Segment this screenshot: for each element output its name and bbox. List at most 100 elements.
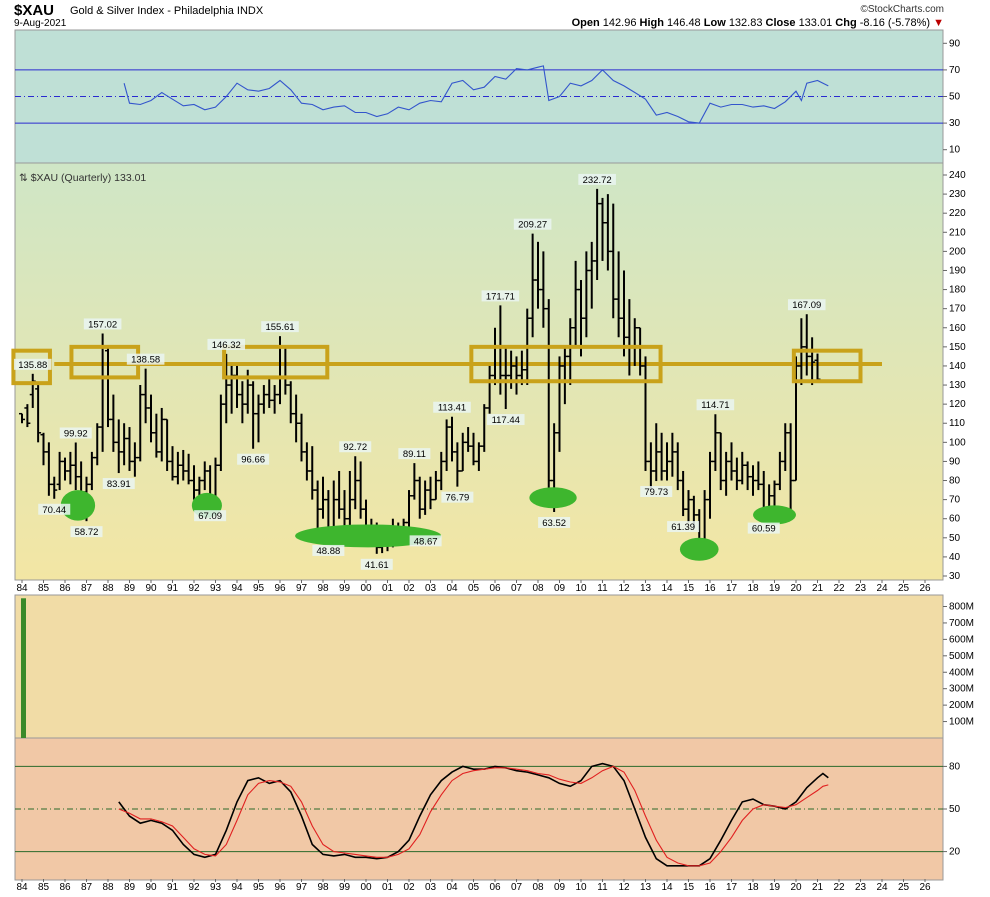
open-label: Open xyxy=(571,17,600,29)
price-x-axis-tick-label: 07 xyxy=(511,583,523,594)
price-x-axis-tick-label: 91 xyxy=(167,583,179,594)
price-tick-label: 40 xyxy=(949,552,961,563)
price-x-axis-tick-label: 94 xyxy=(231,583,243,594)
price-x-axis-tick-label: 99 xyxy=(339,583,351,594)
price-value-label-bg xyxy=(433,401,471,413)
price-tick-label: 70 xyxy=(949,495,961,506)
stochastic-x-axis-tick-label: 16 xyxy=(704,882,716,893)
stochastic-tick-label: 50 xyxy=(949,804,961,815)
high-value: 146.48 xyxy=(667,17,701,29)
price-x-axis-tick-label: 03 xyxy=(425,583,437,594)
price-x-axis-tick-label: 90 xyxy=(145,583,157,594)
rsi-tick-label: 70 xyxy=(949,65,961,76)
price-value-label-bg xyxy=(398,448,431,460)
resistance-box xyxy=(469,344,663,384)
price-value-label-bg xyxy=(481,290,520,302)
price-value-label: 79.73 xyxy=(644,487,668,498)
price-x-axis-tick-label: 84 xyxy=(16,583,28,594)
stochastic-x-axis-tick-label: 11 xyxy=(597,882,608,893)
price-value-label: 135.88 xyxy=(18,360,47,371)
stochastic-x-axis-tick-label: 84 xyxy=(16,882,28,893)
price-value-label: 113.41 xyxy=(438,403,466,414)
low-value: 132.83 xyxy=(728,17,763,29)
price-value-label-bg xyxy=(667,521,700,533)
stochastic-x-axis-tick-label: 23 xyxy=(855,882,867,893)
resistance-box xyxy=(791,348,863,384)
price-value-label: 48.88 xyxy=(316,546,340,557)
chart-date: 9-Aug-2021 xyxy=(14,18,67,29)
stochastic-x-axis-tick-label: 07 xyxy=(511,882,523,893)
stochastic-k-line xyxy=(118,762,829,867)
support-oval xyxy=(753,505,796,525)
chg-label: Chg xyxy=(835,17,857,29)
price-value-label-bg xyxy=(70,526,103,538)
price-x-axis-tick-label: 02 xyxy=(403,583,415,594)
stochastic-x-axis-tick-label: 18 xyxy=(747,882,759,893)
volume-tick-label: 600M xyxy=(949,634,974,645)
stochastic-d-line xyxy=(118,765,829,867)
price-value-label-bg xyxy=(339,441,372,453)
price-value-label: 89.11 xyxy=(403,449,426,460)
price-tick-label: 60 xyxy=(949,514,961,525)
price-value-label: 41.61 xyxy=(365,560,389,571)
stochastic-x-axis-tick-label: 00 xyxy=(360,882,372,893)
price-x-axis-tick-label: 23 xyxy=(855,583,867,594)
stochastic-x-axis-tick-label: 06 xyxy=(489,882,501,893)
price-tick-label: 120 xyxy=(949,399,966,410)
price-value-label-bg xyxy=(538,516,571,528)
stochastic-x-axis-tick-label: 20 xyxy=(790,882,802,893)
price-x-axis-tick-label: 16 xyxy=(704,583,716,594)
price-value-label: 117.44 xyxy=(492,415,520,426)
stochastic-x-axis-tick-label: 92 xyxy=(188,882,200,893)
price-value-label: 167.09 xyxy=(792,300,821,311)
stochastic-x-axis-tick-label: 04 xyxy=(446,882,458,893)
price-tick-label: 220 xyxy=(949,208,966,219)
stochastic-x-axis-tick-label: 90 xyxy=(145,882,157,893)
price-value-label: 155.61 xyxy=(265,322,294,333)
chart-symbol: $XAU xyxy=(14,2,55,19)
price-value-label-bg xyxy=(696,399,735,411)
price-value-label: 157.02 xyxy=(88,319,117,330)
price-tick-label: 110 xyxy=(949,418,965,429)
stochastic-x-axis-tick-label: 17 xyxy=(726,882,738,893)
price-x-axis-tick-label: 26 xyxy=(919,583,931,594)
stochastic-x-axis-tick-label: 89 xyxy=(124,882,136,893)
price-legend: ⇅ $XAU (Quarterly) 133.01 xyxy=(19,172,146,184)
volume-tick-label: 700M xyxy=(949,618,974,629)
price-value-label: 58.72 xyxy=(75,527,99,538)
stochastic-x-axis-tick-label: 25 xyxy=(898,882,910,893)
ohlc-readout: Open 142.96 High 146.48 Low 132.83 Close… xyxy=(572,17,944,29)
price-x-axis-tick-label: 96 xyxy=(274,583,286,594)
price-x-axis-tick-label: 98 xyxy=(317,583,329,594)
copyright-link[interactable]: ©StockCharts.com xyxy=(860,4,944,15)
price-x-axis-tick-label: 95 xyxy=(253,583,265,594)
price-value-label-bg xyxy=(261,321,299,333)
rsi-tick-label: 50 xyxy=(949,92,961,103)
price-x-axis-tick-label: 22 xyxy=(833,583,845,594)
price-tick-label: 240 xyxy=(949,170,966,181)
low-label: Low xyxy=(703,17,726,29)
volume-tick-label: 500M xyxy=(949,651,974,662)
price-tick-label: 30 xyxy=(949,571,961,582)
price-value-label: 76.79 xyxy=(445,493,469,504)
price-x-axis-tick-label: 97 xyxy=(296,583,308,594)
price-value-label-bg xyxy=(513,218,552,230)
price-tick-label: 180 xyxy=(949,285,966,296)
volume-bar xyxy=(21,598,26,738)
price-value-label: 232.72 xyxy=(583,175,612,186)
volume-tick-label: 200M xyxy=(949,700,974,711)
price-bar xyxy=(809,337,816,386)
close-value: 133.01 xyxy=(798,17,833,29)
price-value-label: 96.66 xyxy=(241,455,265,466)
stochastic-x-axis-tick-label: 02 xyxy=(403,882,415,893)
price-tick-label: 80 xyxy=(949,476,961,487)
price-value-label-bg xyxy=(13,358,52,370)
price-tick-label: 140 xyxy=(949,361,966,372)
stochastic-x-axis-tick-label: 86 xyxy=(59,882,71,893)
stochastic-x-axis-tick-label: 99 xyxy=(339,882,351,893)
price-value-label-bg xyxy=(194,510,227,522)
stochastic-x-axis-tick-label: 24 xyxy=(876,882,888,893)
price-tick-label: 150 xyxy=(949,342,966,353)
rsi-tick-label: 90 xyxy=(949,38,961,49)
volume-panel xyxy=(14,594,944,739)
